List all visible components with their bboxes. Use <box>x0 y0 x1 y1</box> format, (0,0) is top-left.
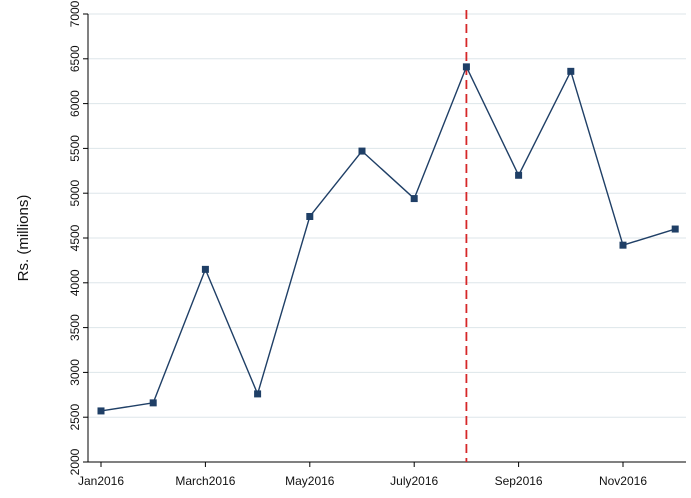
data-point <box>97 407 105 415</box>
data-point <box>567 67 575 75</box>
y-tick-label: 5000 <box>68 180 82 207</box>
y-tick-label: 3500 <box>68 314 82 341</box>
x-tick-label: Jan2016 <box>78 474 124 488</box>
x-tick-label: March2016 <box>175 474 235 488</box>
data-point <box>619 241 627 249</box>
y-axis: 2000 2500 3000 3500 4000 4500 5000 5500 6000 6500… <box>68 0 89 475</box>
series-group <box>97 63 679 415</box>
y-tick-label: 3000 <box>68 359 82 386</box>
y-tick-label: 6000 <box>68 90 82 117</box>
x-axis: Jan2016 March2016 May2016 July2016 Sep2016 No… <box>78 461 686 488</box>
data-point <box>671 225 679 233</box>
y-tick-label: 5500 <box>68 135 82 162</box>
y-tick-label: 4000 <box>68 269 82 296</box>
y-tick-label: 2500 <box>68 404 82 431</box>
series-line <box>100 66 676 412</box>
data-point <box>306 212 314 220</box>
y-tick-label: 2000 <box>68 448 82 475</box>
data-point <box>201 265 209 273</box>
y-axis-title: Rs. (millions) <box>15 195 32 282</box>
data-point <box>462 63 470 71</box>
y-tick-label: 4500 <box>68 224 82 251</box>
x-tick-label: July2016 <box>390 474 438 488</box>
gridlines <box>88 13 686 418</box>
y-tick-label: 7000 <box>68 0 82 27</box>
data-point <box>358 147 366 155</box>
y-tick-label: 6500 <box>68 45 82 72</box>
data-point <box>254 390 262 398</box>
x-tick-label: Nov2016 <box>599 474 647 488</box>
data-point <box>410 195 418 203</box>
data-point <box>515 171 523 179</box>
x-tick-label: Sep2016 <box>495 474 543 488</box>
data-point <box>149 399 157 407</box>
x-tick-label: May2016 <box>285 474 335 488</box>
